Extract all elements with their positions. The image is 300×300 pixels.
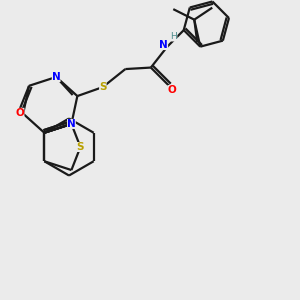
Text: N: N — [159, 40, 168, 50]
Text: N: N — [67, 119, 76, 129]
Text: H: H — [171, 32, 177, 41]
Text: N: N — [52, 72, 61, 82]
Text: O: O — [167, 85, 176, 95]
Text: S: S — [77, 142, 84, 152]
Text: O: O — [16, 108, 24, 118]
Text: S: S — [99, 82, 106, 92]
